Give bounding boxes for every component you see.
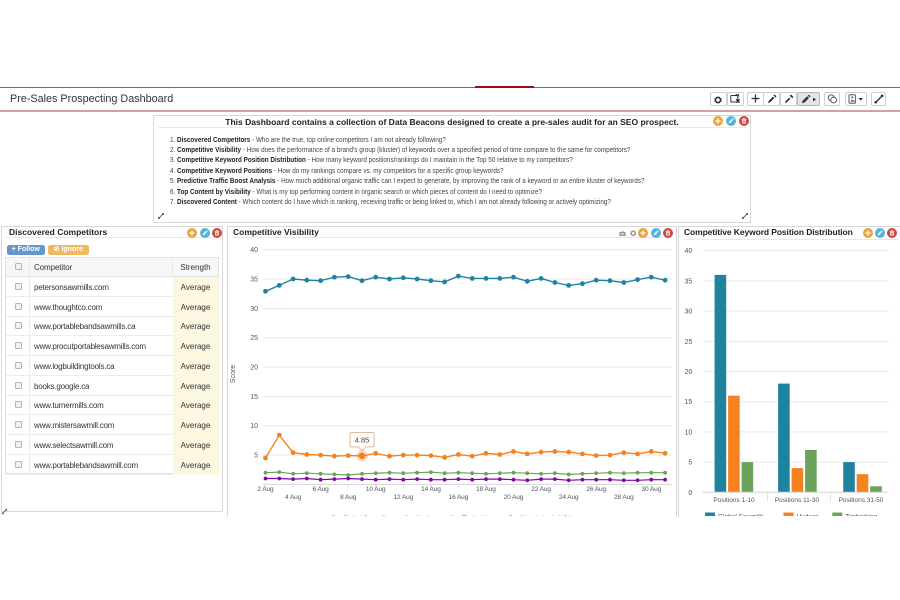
svg-text:8 Aug: 8 Aug [340,494,357,501]
svg-text:40: 40 [250,247,258,254]
svg-text:Hudson: Hudson [416,515,439,516]
svg-text:Positions 1-10: Positions 1-10 [713,497,755,504]
svg-text:4.85: 4.85 [355,436,370,445]
svg-text:10: 10 [250,423,258,430]
svg-text:20 Aug: 20 Aug [504,494,524,501]
svg-text:20: 20 [250,365,258,372]
svg-text:30: 30 [685,309,693,316]
svg-text:18 Aug: 18 Aug [476,486,496,493]
svg-text:Woodwise in USA: Woodwise in USA [520,515,573,516]
svg-text:4 Aug: 4 Aug [285,494,302,501]
svg-text:6 Aug: 6 Aug [313,486,330,493]
svg-text:Timberking: Timberking [845,514,877,517]
svg-text:30: 30 [250,306,258,313]
svg-text:40: 40 [685,248,693,255]
svg-text:10: 10 [685,429,693,436]
svg-text:5: 5 [254,453,258,460]
svg-text:Score: Score [230,365,237,383]
svg-text:Positions 11-30: Positions 11-30 [775,497,820,504]
svg-text:14 Aug: 14 Aug [421,486,441,493]
svg-text:12 Aug: 12 Aug [393,494,413,501]
svg-text:30 Aug: 30 Aug [641,486,661,493]
svg-text:15: 15 [250,394,258,401]
svg-text:24 Aug: 24 Aug [559,494,579,501]
svg-text:Global Sawmills: Global Sawmills [343,515,390,516]
svg-text:35: 35 [685,278,693,285]
svg-text:16 Aug: 16 Aug [449,494,469,501]
svg-text:35: 35 [250,277,258,284]
svg-text:28 Aug: 28 Aug [614,494,634,501]
svg-text:Hudson: Hudson [797,514,820,517]
svg-text:5: 5 [688,460,692,467]
svg-text:Timberking: Timberking [462,515,494,516]
svg-text:22 Aug: 22 Aug [531,486,551,493]
svg-text:0: 0 [688,490,692,497]
svg-text:25: 25 [250,335,258,342]
svg-text:10 Aug: 10 Aug [366,486,386,493]
svg-text:Positions 31-50: Positions 31-50 [839,497,884,504]
svg-text:26 Aug: 26 Aug [586,486,606,493]
svg-text:Global Sawmills: Global Sawmills [718,514,765,517]
svg-text:20: 20 [685,369,693,376]
svg-text:2 Aug: 2 Aug [257,486,274,493]
svg-text:15: 15 [685,399,693,406]
svg-text:25: 25 [685,339,693,346]
